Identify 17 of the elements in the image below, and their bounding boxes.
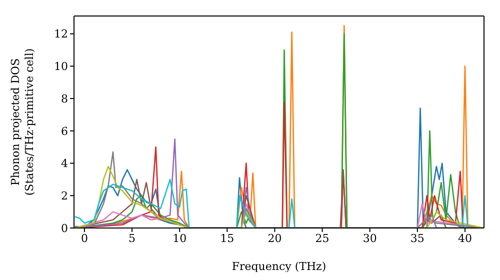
y-axis-title: Phonon projected DOS (States/THz·primitive cell) xyxy=(9,48,36,196)
x-tick-label: 35 xyxy=(410,232,424,245)
x-tick-label: 40 xyxy=(458,232,472,245)
y-tick-label: 12 xyxy=(54,28,68,41)
y-tick-label: 10 xyxy=(54,60,68,74)
y-tick-label: 4 xyxy=(61,157,68,170)
y-tick-label: 0 xyxy=(61,222,68,235)
x-tick-label: 15 xyxy=(220,232,234,245)
x-tick-label: 25 xyxy=(315,232,330,245)
x-tick-label: 5 xyxy=(128,232,136,245)
x-tick-label: 10 xyxy=(172,232,187,245)
x-tick-label: 20 xyxy=(268,232,282,245)
x-tick-label: 0 xyxy=(80,232,88,245)
y-tick-label: 6 xyxy=(61,124,68,138)
y-tick-label: 8 xyxy=(61,92,68,106)
x-tick-label: 30 xyxy=(362,232,377,245)
y-tick-label: 2 xyxy=(61,190,68,203)
